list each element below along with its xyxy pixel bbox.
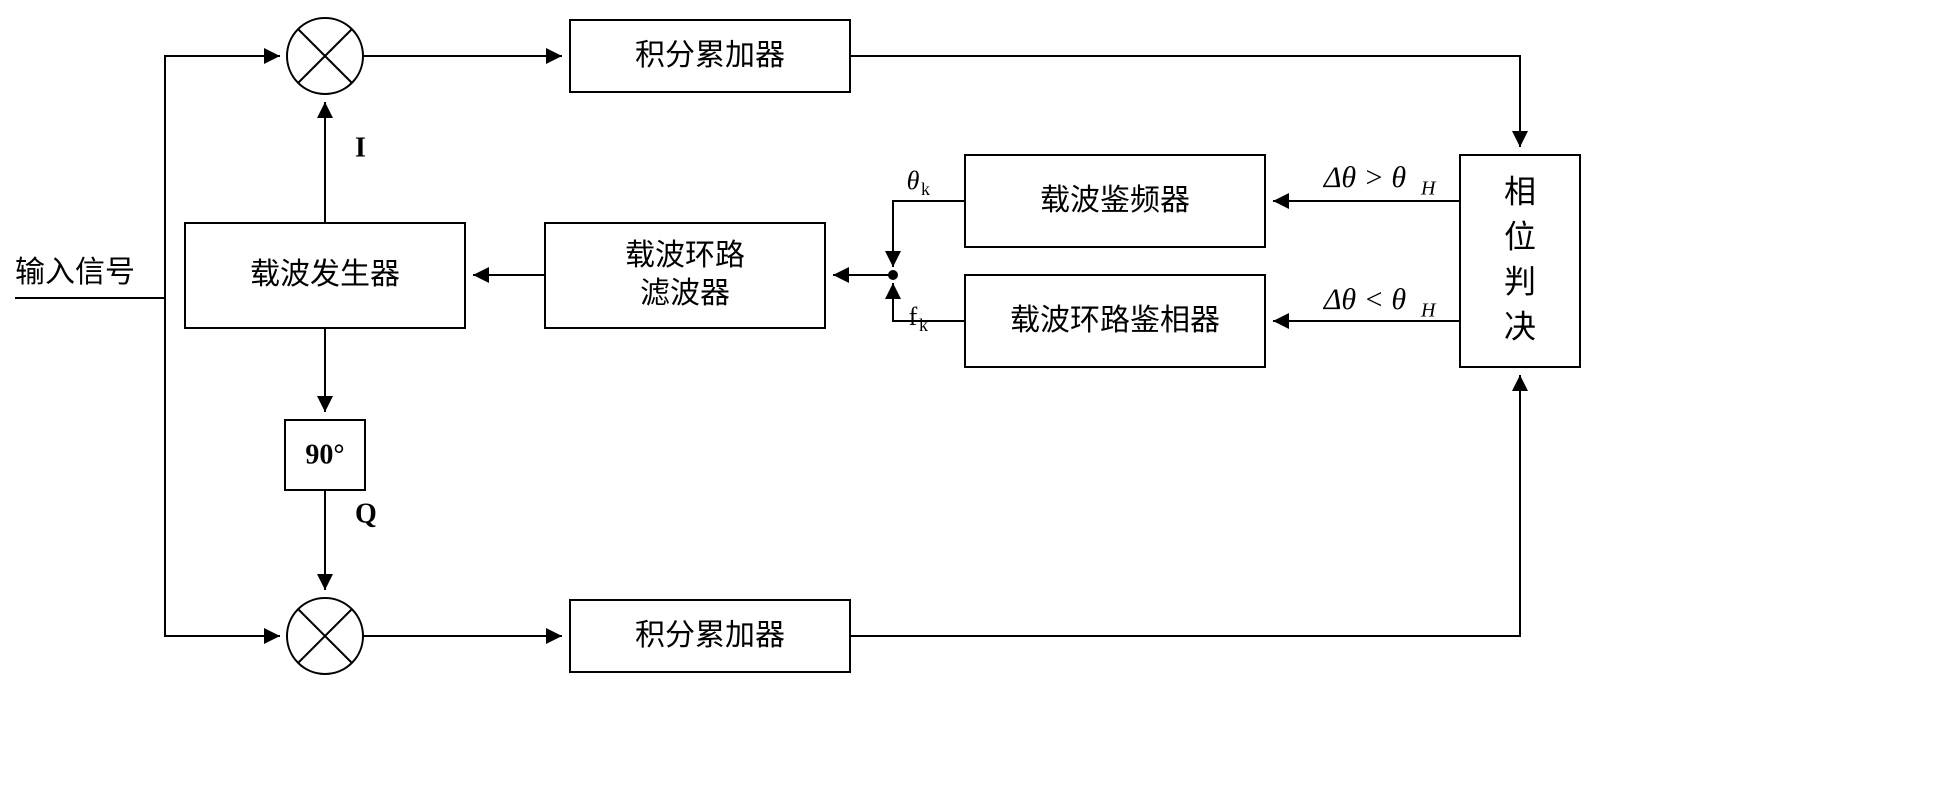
phase-judge-l2: 位 (1504, 218, 1536, 254)
cond-bot-label: Δθ < θ H (1323, 283, 1437, 322)
freq-disc-label: 载波鉴频器 (1040, 184, 1190, 217)
line-phasedisc-junc (893, 283, 965, 321)
phase-judge-l1: 相 (1504, 173, 1536, 209)
input-label: 输入信号 (15, 256, 135, 289)
mixer-bottom-icon (287, 598, 363, 674)
loop-filter-label-1: 载波环路 (625, 239, 745, 272)
svg-text:f: f (909, 302, 918, 331)
loop-filter-label-2: 滤波器 (640, 277, 730, 310)
cond-top-label: Δθ > θ H (1323, 161, 1437, 200)
svg-text:Δθ < θ: Δθ < θ (1323, 283, 1407, 316)
phase-judge-l3: 判 (1504, 263, 1536, 299)
line-inttop-judge (850, 56, 1520, 147)
q-label: Q (355, 498, 377, 529)
svg-text:H: H (1420, 178, 1437, 200)
line-intbot-judge (850, 375, 1520, 636)
ninety-label: 90° (305, 439, 344, 470)
svg-text:k: k (919, 315, 928, 335)
line-freqdisc-junc (893, 201, 965, 267)
f-k-label: f k (909, 302, 928, 335)
svg-text:k: k (921, 179, 930, 199)
svg-text:Δθ > θ: Δθ > θ (1323, 161, 1407, 194)
svg-text:H: H (1420, 300, 1437, 322)
line-to-mixer-bottom (165, 298, 280, 636)
phase-disc-label: 载波环路鉴相器 (1010, 304, 1220, 337)
mixer-top-icon (287, 18, 363, 94)
phase-judge-l4: 决 (1504, 308, 1536, 344)
theta-k-label: θ k (907, 166, 930, 199)
integrator-top-label: 积分累加器 (635, 39, 785, 72)
carrier-gen-label: 载波发生器 (250, 258, 400, 291)
i-label: I (355, 132, 366, 163)
svg-text:θ: θ (907, 166, 920, 195)
integrator-bottom-label: 积分累加器 (635, 619, 785, 652)
